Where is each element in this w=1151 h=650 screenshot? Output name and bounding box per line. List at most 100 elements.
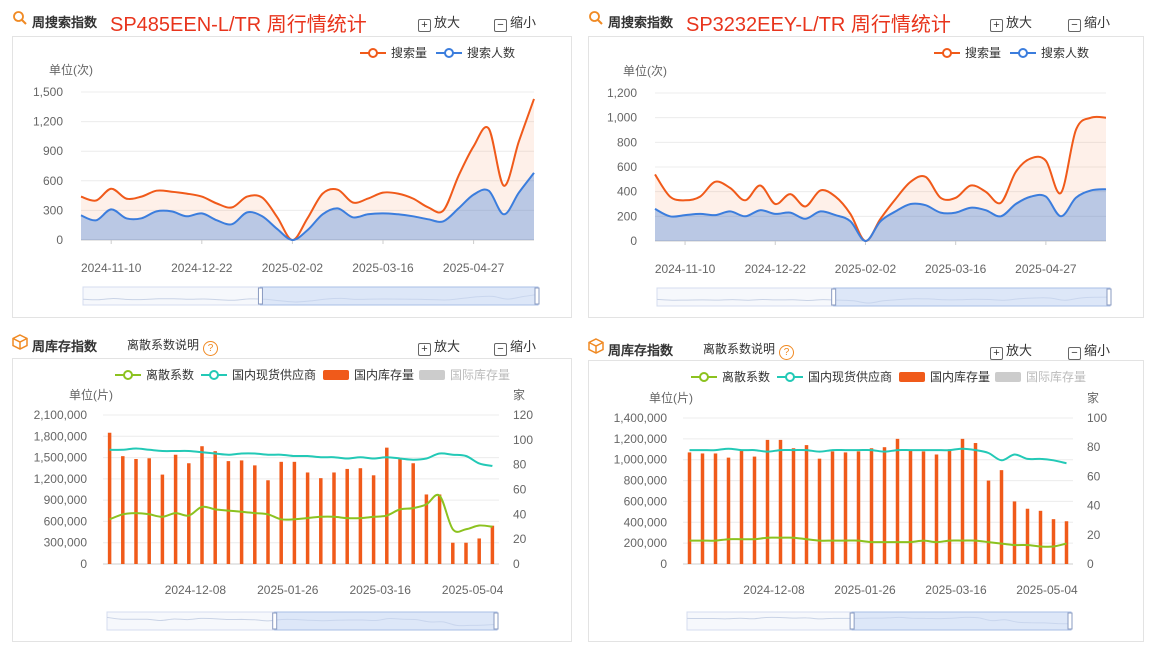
y2-tick-label: 80 [1087, 440, 1101, 454]
zoom-slider-window[interactable] [274, 611, 498, 631]
stock-bar [1064, 521, 1069, 564]
y-tick-label: 600 [43, 174, 63, 188]
search-panel-2-header: 周搜索指数 SP3232EEY-L/TR 周行情统计 + 放大 − 缩小 [588, 6, 1144, 36]
zoom-slider-handle-left[interactable] [831, 288, 837, 306]
zoom-slider-handle-left[interactable] [257, 287, 263, 305]
stock-bar [1012, 501, 1017, 564]
y-tick-label: 1,200 [607, 86, 637, 100]
y-tick-label: 2,100,000 [34, 408, 88, 422]
stock-bar [451, 542, 455, 564]
stock-bar [1051, 519, 1056, 564]
discrete-coef-help[interactable]: 离散系数说明? [703, 340, 795, 360]
zoom-slider-window[interactable] [851, 611, 1072, 631]
legend-label: 国际库存量 [450, 367, 510, 382]
stock-bar [1025, 508, 1030, 564]
legend-swatch [899, 372, 925, 382]
stock-bar [700, 453, 705, 564]
legend-discrete-coef[interactable]: 离散系数 [691, 369, 770, 384]
discrete-coef-help[interactable]: 离散系数说明? [127, 336, 219, 356]
stock-bar [490, 525, 495, 564]
legend-marker [1018, 48, 1028, 58]
zoom-in-button[interactable]: + 放大 [990, 12, 1032, 32]
search-chart-1-frame: 搜索量 搜索人数 单位(次) 0 300 600 900 1,200 1,500 2024-11-… [12, 36, 572, 318]
legend-domestic-suppliers[interactable]: 国内现货供应商 [777, 369, 892, 384]
series-line [654, 115, 1107, 242]
legend-search-users[interactable]: 搜索人数 [1010, 45, 1089, 60]
zoom-out-button[interactable]: − 缩小 [1068, 12, 1110, 32]
legend-international-stock[interactable]: 国际库存量 [419, 367, 510, 382]
series-line [689, 536, 1067, 548]
y-tick-label: 1,400,000 [614, 411, 668, 425]
legend-discrete-coef[interactable]: 离散系数 [115, 367, 194, 382]
zoom-slider-handle-right[interactable] [493, 612, 499, 630]
zoom-slider-window[interactable] [259, 286, 539, 306]
stock-bar [960, 438, 965, 564]
zoom-out-button[interactable]: − 缩小 [494, 336, 536, 356]
stock-bar [687, 452, 692, 564]
x-tick-label: 2025-04-27 [443, 261, 505, 275]
legend-search-users[interactable]: 搜索人数 [436, 45, 515, 60]
box-icon [12, 334, 28, 350]
stock-bar [973, 443, 978, 564]
zoom-slider-handle-right[interactable] [534, 287, 540, 305]
stock-chart-1-frame: 离散系数 国内现货供应商 国内库存量 国际库存量 单位(片) 家 0 300,000 600,0… [12, 358, 572, 642]
zoom-slider-window[interactable] [833, 287, 1111, 307]
legend-label: 搜索量 [965, 45, 1001, 60]
y-tick-label: 600,000 [44, 514, 88, 528]
y2-tick-label: 60 [1087, 469, 1101, 483]
y-tick-label: 0 [660, 557, 667, 571]
legend-label: 搜索人数 [467, 45, 515, 60]
legend-international-stock[interactable]: 国际库存量 [995, 369, 1086, 384]
legend-marker [699, 372, 709, 382]
y-tick-label: 800 [617, 135, 637, 149]
stock-bar [869, 448, 874, 564]
stock-bar [464, 542, 468, 564]
stock-panel-2-header: 周库存指数 离散系数说明? + 放大 − 缩小 [588, 334, 1144, 364]
section-title: 周库存指数 [608, 343, 674, 358]
legend-domestic-suppliers[interactable]: 国内现货供应商 [201, 367, 316, 382]
section-title: 周库存指数 [32, 339, 98, 354]
legend-label: 国内库存量 [930, 369, 990, 384]
y-axis-unit: 单位(次) [623, 63, 667, 78]
legend-label: 国际库存量 [1026, 369, 1086, 384]
zoom-slider-handle-right[interactable] [1106, 288, 1112, 306]
x-tick-label: 2024-12-08 [743, 583, 805, 597]
y2-tick-label: 0 [1087, 557, 1094, 571]
y-tick-label: 600,000 [624, 494, 668, 508]
legend-marker [785, 372, 795, 382]
zoom-in-button[interactable]: + 放大 [418, 12, 460, 32]
zoom-out-button[interactable]: − 缩小 [1068, 340, 1110, 360]
model-title: SP3232EEY-L/TR 周行情统计 [686, 14, 951, 36]
zoom-slider-handle-left[interactable] [849, 612, 855, 630]
y-tick-label: 0 [80, 557, 87, 571]
y-tick-label: 1,200,000 [614, 432, 668, 446]
y2-tick-label: 0 [513, 557, 520, 571]
legend-search-volume[interactable]: 搜索量 [934, 45, 1001, 60]
legend-domestic-stock[interactable]: 国内库存量 [899, 369, 990, 384]
y-tick-label: 1,500 [33, 85, 63, 99]
model-title: SP485EEN-L/TR 周行情统计 [110, 14, 367, 36]
stock-bar [778, 439, 783, 564]
stock-bar [332, 472, 336, 564]
series-line [109, 447, 493, 467]
stock-chart-2-frame: 离散系数 国内现货供应商 国内库存量 国际库存量 单位(片) 家 0 200,000 400,0… [588, 360, 1144, 642]
legend-domestic-stock[interactable]: 国内库存量 [323, 367, 414, 382]
zoom-in-button[interactable]: + 放大 [418, 336, 460, 356]
question-icon: ? [203, 341, 219, 356]
legend-search-volume[interactable]: 搜索量 [360, 45, 427, 60]
search-panel-2: 周搜索指数 SP3232EEY-L/TR 周行情统计 + 放大 − 缩小 搜索量 搜索… [588, 6, 1144, 318]
zoom-slider-handle-right[interactable] [1067, 612, 1073, 630]
stock-bar [986, 480, 991, 564]
zoom-out-button[interactable]: − 缩小 [494, 12, 536, 32]
zoom-in-button[interactable]: + 放大 [990, 340, 1032, 360]
stock-bar [817, 458, 822, 564]
stock-bar [791, 448, 796, 564]
zoom-slider-handle-left[interactable] [272, 612, 278, 630]
legend-label: 离散系数 [146, 367, 194, 382]
x-tick-label: 2024-11-10 [81, 261, 142, 275]
y-axis-unit: 单位(次) [49, 62, 93, 77]
stock-bar [358, 468, 363, 564]
